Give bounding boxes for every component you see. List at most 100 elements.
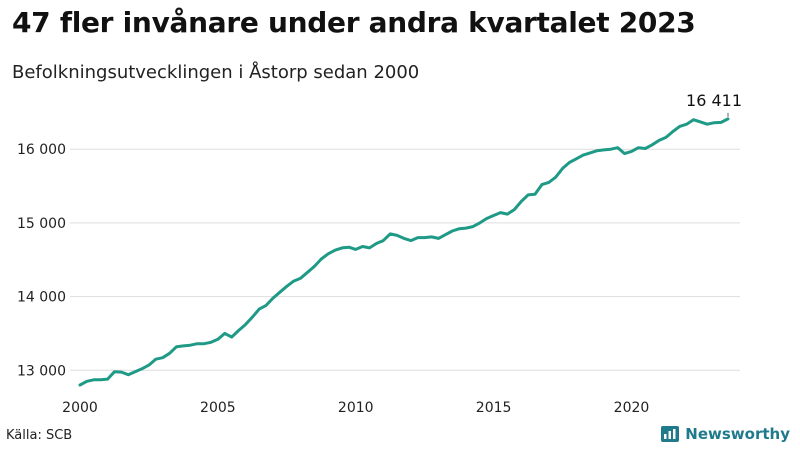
data-point <box>264 304 268 307</box>
data-point <box>650 143 654 146</box>
data-point <box>409 239 413 242</box>
data-point <box>547 181 550 184</box>
data-point <box>326 252 330 256</box>
data-point <box>719 121 723 124</box>
y-axis-ticks: 13 000 14 000 15 000 16 000 <box>17 142 66 379</box>
data-point <box>182 344 185 348</box>
data-point <box>333 248 337 252</box>
data-point <box>375 242 378 245</box>
data-point <box>395 234 399 237</box>
data-point <box>588 151 592 155</box>
data-point <box>382 239 385 242</box>
x-axis-ticks: 2000 2005 2010 2015 2020 <box>62 400 649 416</box>
data-point <box>340 246 344 250</box>
data-point <box>161 356 164 359</box>
x-tick-label: 2010 <box>338 400 374 416</box>
data-point <box>189 344 192 347</box>
data-point <box>471 225 475 228</box>
data-point <box>423 236 426 239</box>
data-point <box>568 161 571 164</box>
data-point <box>437 237 440 240</box>
data-point <box>630 150 633 153</box>
data-point <box>506 212 509 216</box>
data-point <box>726 117 730 121</box>
data-point <box>354 248 357 251</box>
chart-title: 47 fler invånare under andra kvartalet 2… <box>12 6 696 39</box>
data-point <box>671 130 675 133</box>
y-tick-label: 14 000 <box>17 290 66 306</box>
data-point <box>457 227 461 230</box>
data-point <box>609 148 613 151</box>
brand-logo-link[interactable]: Newsworthy <box>661 425 790 443</box>
data-point <box>140 367 144 370</box>
end-label-layer: 16 411 <box>686 91 742 117</box>
data-point <box>595 149 599 152</box>
data-point <box>575 157 578 160</box>
data-point <box>706 122 709 126</box>
data-point <box>602 148 606 152</box>
data-point <box>554 176 557 179</box>
data-point <box>292 279 295 283</box>
data-point <box>271 296 275 300</box>
data-point <box>644 147 647 150</box>
data-point <box>223 332 226 335</box>
data-point <box>175 345 178 348</box>
y-tick-label: 13 000 <box>17 363 66 379</box>
data-point <box>244 323 247 326</box>
data-point <box>478 221 482 225</box>
data-point <box>451 229 454 233</box>
data-point <box>127 373 130 376</box>
data-point <box>306 271 309 274</box>
data-point <box>120 370 123 374</box>
data-point <box>699 120 702 124</box>
data-point <box>209 341 213 344</box>
data-point <box>540 183 544 186</box>
data-point <box>251 316 254 319</box>
data-point <box>582 153 585 157</box>
data-point <box>664 136 668 139</box>
data-point <box>499 211 502 214</box>
series-layer <box>78 117 730 387</box>
data-point <box>106 377 109 381</box>
data-point <box>230 335 233 339</box>
data-point <box>464 226 468 230</box>
data-point <box>519 200 523 203</box>
data-point <box>692 118 695 121</box>
data-point <box>154 358 158 361</box>
data-point <box>85 380 89 383</box>
data-point <box>99 378 102 382</box>
end-value-label: 16 411 <box>686 91 742 110</box>
gridlines <box>70 148 740 371</box>
x-tick-label: 2020 <box>614 400 650 416</box>
data-point <box>637 146 640 149</box>
data-point <box>616 146 619 149</box>
y-tick-label: 16 000 <box>17 142 66 158</box>
series-line <box>78 117 730 387</box>
data-point <box>313 265 316 268</box>
data-point <box>147 363 151 367</box>
data-point <box>416 236 419 239</box>
data-point <box>113 370 116 373</box>
x-tick-label: 2005 <box>200 400 236 416</box>
x-tick-label: 2015 <box>476 400 512 416</box>
data-point <box>678 125 681 128</box>
data-point <box>320 257 323 261</box>
y-tick-label: 15 000 <box>17 216 66 232</box>
data-point <box>347 246 351 249</box>
data-point <box>195 342 199 345</box>
data-point <box>533 192 537 196</box>
data-point <box>526 193 530 197</box>
data-point <box>285 285 289 288</box>
data-point <box>168 352 171 355</box>
data-point <box>492 214 495 217</box>
brand-name: Newsworthy <box>685 425 790 443</box>
data-point <box>513 208 516 211</box>
newsworthy-logo-icon <box>661 426 680 442</box>
data-point <box>623 152 626 155</box>
data-point <box>278 290 282 294</box>
data-point <box>202 342 206 345</box>
data-point <box>237 329 240 332</box>
data-point <box>368 246 371 250</box>
data-point <box>361 245 364 248</box>
